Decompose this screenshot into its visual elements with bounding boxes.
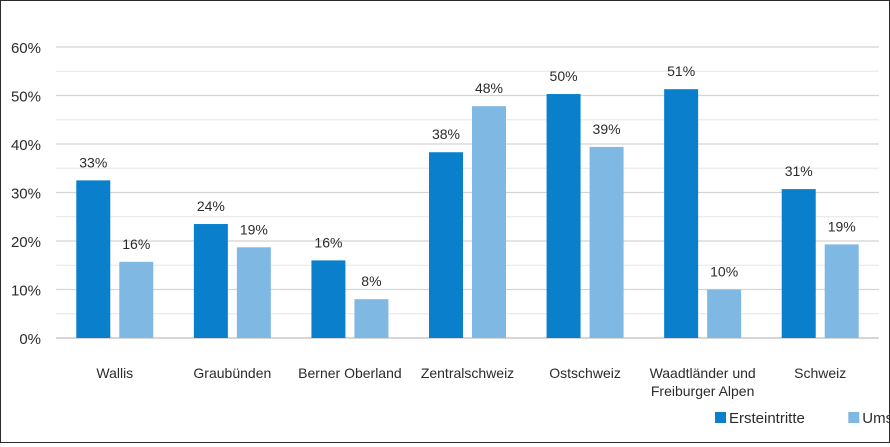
bar-umsatz-2 [354, 299, 389, 338]
data-label: 8% [361, 273, 381, 289]
data-label: 39% [593, 121, 621, 137]
legend: Ersteintritte Umsatz [715, 410, 890, 427]
x-category-label: Berner Oberland [298, 365, 402, 381]
data-label: 19% [240, 221, 268, 237]
bar-ersteintritte-2 [311, 260, 346, 338]
legend-swatch-ersteintritte [715, 412, 726, 423]
y-tick-label: 40% [11, 137, 41, 154]
bar-umsatz-4 [589, 146, 624, 338]
x-axis-category-labels: Wallis Graubünden Berner Oberland Zentralsc… [96, 365, 846, 399]
x-category-label: Waadtländer und Freiburger Alpen [650, 365, 756, 399]
bar-ersteintritte-1 [193, 224, 228, 338]
gridlines [56, 46, 879, 339]
legend-swatch-umsatz [848, 412, 860, 423]
bar-umsatz-1 [236, 247, 271, 338]
y-tick-label: 10% [11, 283, 41, 300]
bar-ersteintritte-0 [76, 180, 111, 338]
data-label: 24% [197, 198, 225, 214]
x-category-label: Zentralschweiz [421, 365, 514, 381]
x-category-label: Wallis [96, 365, 133, 381]
data-label: 16% [314, 234, 342, 250]
y-tick-label: 0% [19, 331, 41, 348]
data-label: 51% [667, 63, 695, 79]
data-label: 16% [122, 236, 150, 252]
legend-label-ersteintritte: Ersteintritte [729, 410, 805, 427]
x-category-label: Schweiz [794, 365, 846, 381]
data-label: 19% [828, 218, 856, 234]
bar-ersteintritte-5 [664, 89, 699, 338]
bar-umsatz-6 [824, 244, 859, 338]
x-category-label: Ostschweiz [549, 365, 621, 381]
bar-umsatz-5 [707, 289, 742, 338]
data-label: 31% [785, 163, 813, 179]
y-axis-tick-labels: 0% 10% 20% 30% 40% 50% 60% [11, 40, 41, 348]
data-label: 10% [710, 264, 738, 280]
bar-umsatz-0 [119, 261, 154, 338]
data-label: 33% [79, 154, 107, 170]
bar-ersteintritte-3 [429, 152, 463, 338]
y-tick-label: 20% [11, 234, 41, 251]
data-labels: 33% 16% 24% 19% 16% 8% 38% 48% 50% 39% 51% 10% 31% 19… [79, 63, 855, 289]
y-tick-label: 30% [11, 186, 41, 203]
legend-label-umsatz: Umsatz [862, 410, 889, 427]
y-tick-label: 60% [11, 40, 41, 57]
data-label: 50% [550, 68, 578, 84]
data-label: 48% [475, 80, 503, 96]
bar-ersteintritte-6 [781, 189, 816, 338]
y-tick-label: 50% [11, 89, 41, 106]
bar-umsatz-3 [472, 106, 506, 338]
x-category-label: Graubünden [193, 365, 271, 381]
bar-ersteintritte-4 [546, 94, 581, 338]
bars [76, 89, 859, 338]
data-label: 38% [432, 126, 460, 142]
